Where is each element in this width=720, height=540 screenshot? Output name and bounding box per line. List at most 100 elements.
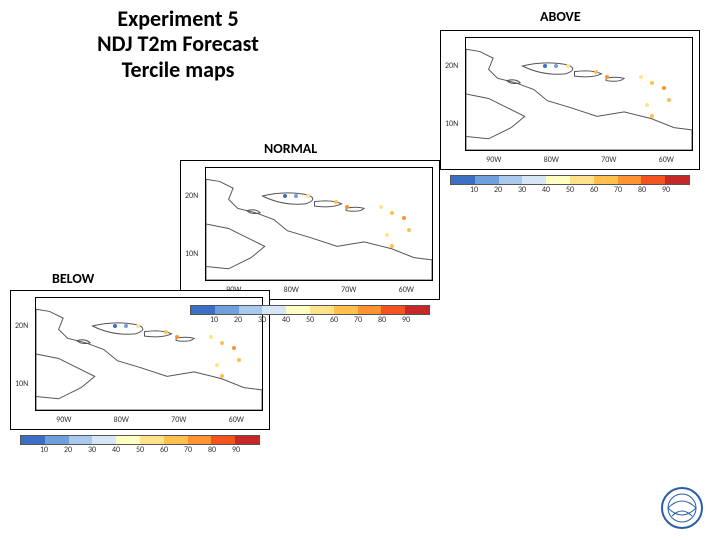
forecast-dot — [645, 103, 649, 107]
forecast-dot — [667, 98, 671, 102]
colorbar-above: 102030405060708090 — [450, 175, 690, 195]
colorbar-tick: 20 — [234, 315, 242, 325]
colorbar-tick: 30 — [88, 445, 96, 455]
colorbar-tick: 60 — [590, 185, 598, 195]
forecast-dot — [294, 194, 298, 198]
colorbar-strip — [20, 435, 260, 445]
colorbar-segment — [381, 306, 405, 314]
colorbar-strip — [450, 175, 690, 185]
colorbar-segment — [188, 436, 212, 444]
colorbar-ticks: 102030405060708090 — [20, 445, 260, 455]
colorbar-tick: 70 — [614, 185, 622, 195]
colorbar-segment — [618, 176, 642, 184]
colorbar-segment — [641, 176, 665, 184]
forecast-dot — [209, 335, 213, 339]
forecast-dot — [164, 330, 168, 334]
axis-xtick: 60W — [659, 155, 674, 165]
colorbar-segment — [665, 176, 689, 184]
axis-ytick: 10N — [445, 119, 458, 129]
title-line-1: Experiment 5 — [48, 6, 308, 31]
colorbar-segment — [499, 176, 523, 184]
axis-xtick: 70W — [171, 415, 186, 425]
axis-ytick: 10N — [185, 249, 198, 259]
axis-ytick: 20N — [445, 61, 458, 71]
colorbar-tick: 20 — [64, 445, 72, 455]
title-line-3: Tercile maps — [48, 57, 308, 82]
axis-ytick: 10N — [15, 379, 28, 389]
colorbar-tick: 50 — [306, 315, 314, 325]
colorbar-tick: 90 — [402, 315, 410, 325]
colorbar-tick: 40 — [112, 445, 120, 455]
forecast-dot — [554, 64, 558, 68]
forecast-dot — [283, 194, 287, 198]
forecast-dot — [220, 374, 224, 378]
colorbar-tick: 80 — [638, 185, 646, 195]
colorbar-segment — [546, 176, 570, 184]
colorbar-tick: 90 — [662, 185, 670, 195]
colorbar-segment — [92, 436, 116, 444]
forecast-dot — [566, 64, 570, 68]
map-panel-normal: 10N20N90W80W70W60W — [180, 160, 440, 300]
forecast-dot — [113, 324, 117, 328]
axis-xtick: 80W — [284, 285, 299, 295]
axis-xtick: 60W — [399, 285, 414, 295]
axis-xtick: 80W — [114, 415, 129, 425]
colorbar-segment — [310, 306, 334, 314]
axis-ytick: 20N — [185, 191, 198, 201]
colorbar-segment — [594, 176, 618, 184]
forecast-dot — [662, 86, 666, 90]
colorbar-segment — [69, 436, 93, 444]
forecast-dot — [390, 211, 394, 215]
colorbar-normal: 102030405060708090 — [190, 305, 430, 325]
colorbar-segment — [116, 436, 140, 444]
colorbar-ticks: 102030405060708090 — [450, 185, 690, 195]
colorbar-tick: 90 — [232, 445, 240, 455]
colorbar-strip — [190, 305, 430, 315]
forecast-dot — [215, 363, 219, 367]
colorbar-tick: 80 — [378, 315, 386, 325]
colorbar-tick: 50 — [136, 445, 144, 455]
forecast-dot — [407, 228, 411, 232]
forecast-dot — [175, 335, 179, 339]
colorbar-segment — [451, 176, 475, 184]
colorbar-segment — [405, 306, 429, 314]
colorbar-tick: 70 — [354, 315, 362, 325]
axis-xtick: 60W — [229, 415, 244, 425]
label-normal: NORMAL — [264, 140, 317, 157]
map-plot-area — [205, 167, 433, 281]
label-above: ABOVE — [540, 8, 581, 25]
axis-xtick: 90W — [486, 155, 501, 165]
forecast-dot — [385, 233, 389, 237]
forecast-dot — [605, 75, 609, 79]
forecast-dot — [402, 216, 406, 220]
title-line-2: NDJ T2m Forecast — [48, 31, 308, 56]
map-plot-area — [465, 37, 693, 151]
axis-xtick: 80W — [544, 155, 559, 165]
colorbar-segment — [239, 306, 263, 314]
colorbar-below: 102030405060708090 — [20, 435, 260, 455]
colorbar-tick: 10 — [470, 185, 478, 195]
colorbar-ticks: 102030405060708090 — [190, 315, 430, 325]
forecast-dot — [334, 200, 338, 204]
colorbar-segment — [235, 436, 259, 444]
colorbar-tick: 40 — [542, 185, 550, 195]
colorbar-tick: 60 — [330, 315, 338, 325]
axis-xtick: 70W — [601, 155, 616, 165]
colorbar-tick: 60 — [160, 445, 168, 455]
forecast-dot — [345, 205, 349, 209]
colorbar-tick: 30 — [258, 315, 266, 325]
forecast-dot — [136, 324, 140, 328]
colorbar-tick: 10 — [40, 445, 48, 455]
colorbar-tick: 10 — [210, 315, 218, 325]
colorbar-segment — [191, 306, 215, 314]
colorbar-segment — [570, 176, 594, 184]
axis-xtick: 90W — [56, 415, 71, 425]
forecast-dot — [220, 341, 224, 345]
slide-title: Experiment 5 NDJ T2m Forecast Tercile ma… — [48, 6, 308, 82]
colorbar-segment — [45, 436, 69, 444]
colorbar-segment — [211, 436, 235, 444]
colorbar-segment — [262, 306, 286, 314]
colorbar-segment — [334, 306, 358, 314]
colorbar-tick: 20 — [494, 185, 502, 195]
forecast-dot — [390, 244, 394, 248]
